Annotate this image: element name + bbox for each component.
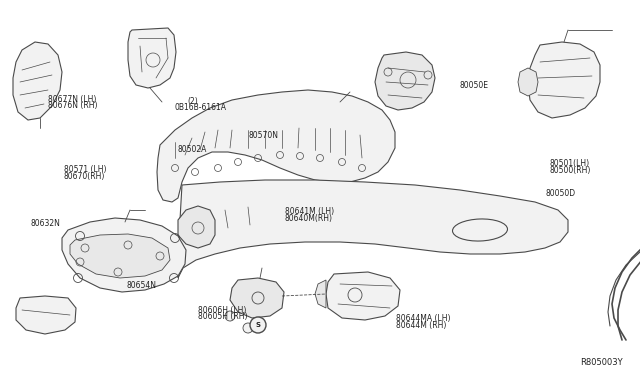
Text: 80632N: 80632N [31, 219, 61, 228]
Polygon shape [157, 90, 395, 202]
Text: 80570N: 80570N [248, 131, 278, 140]
Text: 80677N (LH): 80677N (LH) [48, 95, 97, 104]
Polygon shape [70, 234, 170, 278]
Text: R805003Y: R805003Y [580, 358, 623, 367]
Polygon shape [230, 278, 284, 318]
Polygon shape [128, 28, 176, 88]
Text: 80571 (LH): 80571 (LH) [64, 165, 106, 174]
Circle shape [243, 323, 253, 333]
Polygon shape [62, 218, 186, 292]
Polygon shape [326, 272, 400, 320]
Text: 80641M (LH): 80641M (LH) [285, 207, 334, 216]
Text: 80644M (RH): 80644M (RH) [396, 321, 446, 330]
Text: 80654N: 80654N [127, 281, 157, 290]
Text: 80605H (RH): 80605H (RH) [198, 312, 248, 321]
Polygon shape [176, 180, 568, 278]
Text: (2): (2) [187, 97, 198, 106]
Polygon shape [528, 42, 600, 118]
Polygon shape [518, 68, 538, 96]
Text: 80500(RH): 80500(RH) [549, 166, 591, 174]
Polygon shape [13, 42, 62, 120]
Circle shape [225, 311, 235, 321]
Ellipse shape [452, 219, 508, 241]
Text: 80676N (RH): 80676N (RH) [48, 101, 97, 110]
Polygon shape [315, 280, 326, 308]
Text: 80050E: 80050E [460, 81, 488, 90]
Polygon shape [178, 206, 215, 248]
Text: 80670(RH): 80670(RH) [64, 172, 106, 181]
Polygon shape [375, 52, 435, 110]
Text: 80606H (LH): 80606H (LH) [198, 306, 247, 315]
Text: 80501(LH): 80501(LH) [549, 159, 589, 168]
Text: 0B16B-6161A: 0B16B-6161A [174, 103, 226, 112]
Text: S: S [255, 322, 260, 328]
Text: 80644MA (LH): 80644MA (LH) [396, 314, 450, 323]
Circle shape [250, 317, 266, 333]
Text: 80640M(RH): 80640M(RH) [285, 214, 333, 223]
Polygon shape [16, 296, 76, 334]
Text: 80050D: 80050D [545, 189, 575, 198]
Text: 80502A: 80502A [178, 145, 207, 154]
